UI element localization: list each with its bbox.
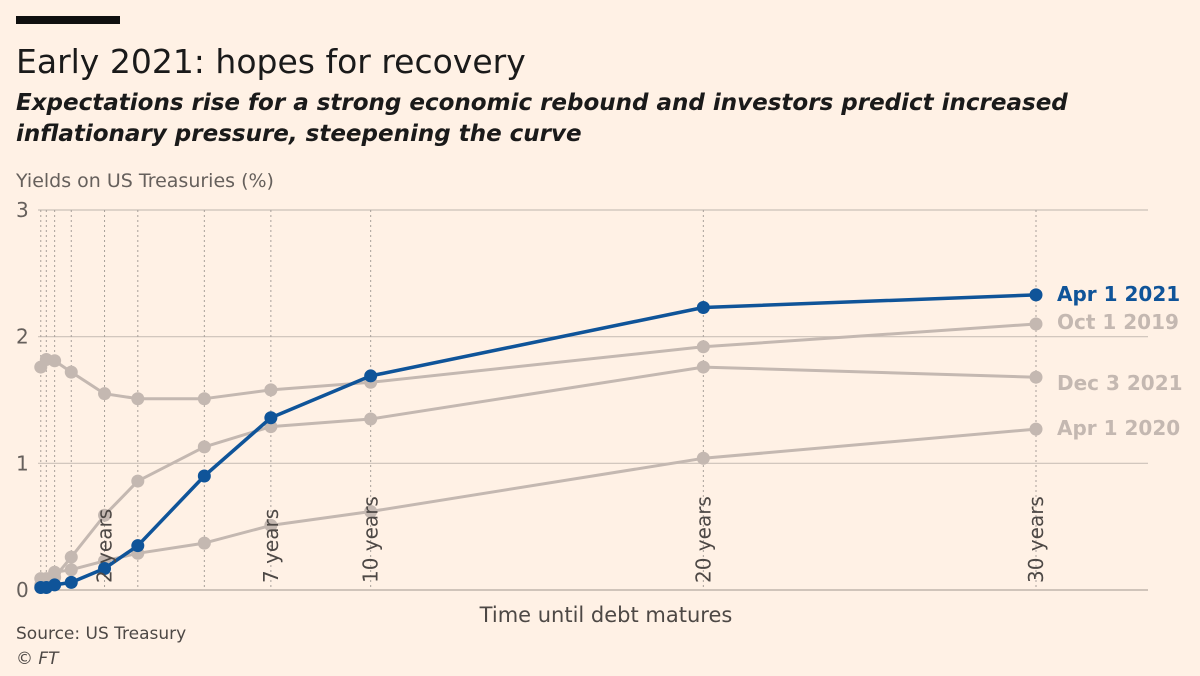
- series-oct-1-2019: [34, 317, 1043, 406]
- point-oct-1-2019-2: [48, 354, 62, 368]
- x-axis-title: Time until debt matures: [479, 603, 733, 627]
- series-labels: Apr 1 2020 Dec 3 2021 Oct 1 2019 Apr 1 2021: [1057, 282, 1183, 440]
- series-label-apr-1-2020: Apr 1 2020: [1057, 416, 1180, 440]
- y-tick-labels: 0 1 2 3: [16, 198, 29, 602]
- copyright: © FT: [16, 649, 59, 669]
- chart-title: Early 2021: hopes for recovery: [16, 42, 526, 81]
- point-oct-1-2019-5: [131, 392, 145, 406]
- source-note: Source: US Treasury: [16, 624, 187, 644]
- series-lines: [34, 288, 1043, 594]
- series-dec-3-2021: [34, 360, 1043, 592]
- y-tick-0: 0: [16, 578, 29, 602]
- point-apr-1-2021-3: [64, 575, 78, 589]
- point-dec-3-2021-6: [197, 440, 211, 454]
- point-apr-1-2021-5: [131, 539, 145, 553]
- point-dec-3-2021-3: [64, 550, 78, 564]
- point-oct-1-2019-7: [264, 383, 278, 397]
- y-tick-1: 1: [16, 451, 29, 475]
- point-oct-1-2019-3: [64, 365, 78, 379]
- y-tick-2: 2: [16, 325, 29, 349]
- brand-bar: [16, 16, 120, 24]
- point-dec-3-2021-5: [131, 474, 145, 488]
- point-apr-1-2020-9: [696, 451, 710, 465]
- series-line-oct-1-2019: [39, 322, 1037, 401]
- x-tick-30-years: 30 years: [1024, 496, 1048, 583]
- point-apr-1-2021-4: [98, 561, 112, 575]
- x-tick-10-years: 10 years: [359, 496, 383, 583]
- point-apr-1-2020-3: [64, 563, 78, 577]
- x-tick-labels: 2 years 7 years 10 years 20 years 30 years: [93, 496, 1048, 583]
- series-label-oct-1-2019: Oct 1 2019: [1057, 310, 1179, 334]
- point-dec-3-2021-10: [1029, 370, 1043, 384]
- point-apr-1-2021-10: [1029, 288, 1043, 302]
- point-oct-1-2019-10: [1029, 317, 1043, 331]
- point-apr-1-2020-7: [264, 518, 278, 532]
- gridlines: [38, 209, 1148, 591]
- point-apr-1-2020-6: [197, 536, 211, 550]
- series-line-apr-1-2020: [40, 427, 1037, 581]
- point-apr-1-2020-8: [364, 504, 378, 518]
- x-tick-7-years: 7 years: [259, 509, 283, 583]
- point-dec-3-2021-8: [364, 412, 378, 426]
- point-apr-1-2021-2: [48, 578, 62, 592]
- point-dec-3-2021-4: [98, 508, 112, 522]
- series-label-dec-3-2021: Dec 3 2021: [1057, 371, 1183, 395]
- series-apr-1-2021: [34, 288, 1043, 594]
- series-apr-1-2020: [34, 422, 1043, 586]
- chart-subtitle: Expectations rise for a strong economic …: [16, 90, 1068, 147]
- point-apr-1-2021-6: [197, 469, 211, 483]
- series-label-apr-1-2021: Apr 1 2021: [1057, 282, 1180, 306]
- x-tick-20-years: 20 years: [691, 496, 715, 583]
- point-oct-1-2019-9: [696, 340, 710, 354]
- point-dec-3-2021-9: [696, 360, 710, 374]
- point-oct-1-2019-6: [197, 392, 211, 406]
- point-apr-1-2021-7: [264, 411, 278, 425]
- point-apr-1-2020-10: [1029, 422, 1043, 436]
- point-apr-1-2021-9: [696, 301, 710, 315]
- y-tick-3: 3: [16, 198, 29, 222]
- point-oct-1-2019-4: [98, 387, 112, 401]
- point-apr-1-2021-8: [364, 369, 378, 383]
- x-tick-2-years: 2 years: [93, 509, 117, 583]
- y-axis-title: Yields on US Treasuries (%): [16, 170, 274, 192]
